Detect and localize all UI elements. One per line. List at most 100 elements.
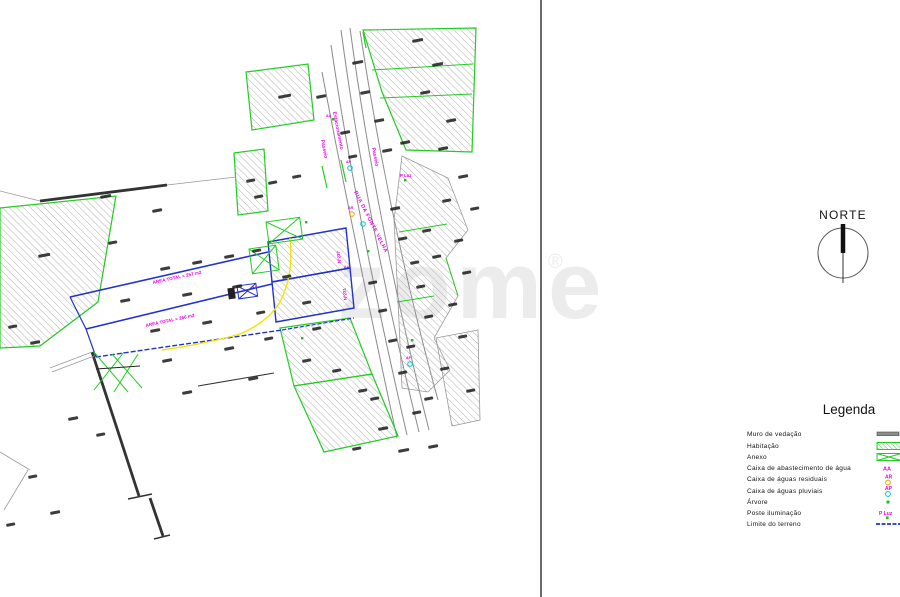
watermark: zome ® [338,232,607,339]
legend-aa-icon: AA [883,467,891,473]
dimension-label-mark [8,324,18,329]
dimension-label-mark [410,260,420,265]
legend-item-muro: Muro de vedação [747,431,802,438]
dimension-label-mark [412,410,422,415]
dimension-label-mark [358,388,368,393]
dimension-label-mark [360,90,371,95]
dimension-label-mark [268,180,278,185]
aa-symbol: AA [252,285,258,289]
dimension-label-mark [96,432,106,437]
dimension-label-mark [332,368,342,373]
legend-title: Legenda [823,402,876,417]
dimension-label-mark [378,426,389,431]
dimension-label-mark [152,208,163,213]
muro-de-vedacao [39,183,275,540]
dimension-label-mark [352,446,362,451]
dimension-label-mark [182,292,193,297]
dimension-label-mark [316,94,327,99]
dimension-label-mark [440,366,450,371]
dimension-label-mark [424,396,434,401]
dimension-label-mark [416,284,426,289]
dimension-label-mark [264,336,274,341]
dimension-label-mark [302,358,312,363]
dimension-label-mark [442,198,452,203]
dimension-label-mark [192,260,203,265]
area-total-266-label: AREA TOTAL = 266 m2 [145,313,195,328]
dimension-label-mark [458,334,468,339]
ap-symbol: AP [406,356,412,360]
dimension-label-mark [28,474,38,479]
dimension-label-mark [470,206,480,211]
anexo-black-line [95,365,141,370]
survey-yellow-line [161,237,292,351]
anexo-structures [93,216,304,393]
dimension-label-mark [302,300,312,305]
dimension-label-mark [352,60,364,65]
dimension-label-mark [246,178,256,183]
dimension-label-mark [438,146,449,151]
legend-ap-icon: AP [885,486,893,492]
dimension-label-mark [312,326,322,331]
aa-symbol: AA [344,265,350,269]
legend-symbols: AA AR AP P Luz [876,431,900,525]
watermark-text: zome [338,232,607,339]
north-compass: NORTE [817,208,869,283]
dimension-label-mark [448,302,458,307]
limite-do-terreno-lines [69,251,355,358]
map-drawing: AA AA AA AR AP AP P Luz Passe [0,27,481,540]
ap-circle-icon [347,165,353,171]
poste-iluminacao-label: P Luz [400,173,412,178]
dimension-label-mark [278,93,292,99]
house-number-231-label: Nº231 [342,287,348,300]
dimension-label-mark [390,206,401,211]
tree-dot-icon [404,179,407,182]
legend-item-caixa-agua: Caixa de abastecimento de água [747,465,851,472]
dimension-label-mark [454,238,464,243]
habitacao-internal-lines [371,63,474,99]
passeio-label-west: Passeio [319,139,328,159]
dimension-label-mark [150,328,161,333]
dimension-label-mark [162,358,173,363]
dimension-label-mark [412,38,424,43]
dimension-label-mark [422,228,432,233]
ar-symbol: AR [348,206,354,210]
dimension-label-mark [340,130,351,135]
dimension-label-mark [406,344,416,349]
dimension-label-mark [398,448,410,453]
ap-circle-icon [360,221,366,227]
dimension-label-mark [370,396,380,401]
thin-boundary-lines [0,176,237,511]
aa-symbol: AA [326,114,332,118]
legend-poste-icon: P Luz [879,511,893,517]
dimension-label-mark [374,118,385,123]
ap-circle-icon [407,361,413,367]
dimension-label-mark [424,314,434,319]
dimension-label-mark [252,248,262,253]
dimension-label-mark [432,62,444,67]
dimension-label-mark [466,388,476,393]
dimension-label-mark [446,118,457,123]
dimension-label-mark [382,148,393,153]
dimension-label-mark [348,154,358,159]
dimension-label-mark [282,274,292,279]
dimension-label-mark [68,416,79,421]
legend-habitacao-hatch-icon [876,442,900,450]
dimension-label-mark [108,240,118,245]
dimension-label-mark [292,174,302,179]
legend-ar-circle-icon [885,479,891,486]
neighbor-parcels-east [393,155,481,427]
legend-panel: Legenda Muro de vedação Habitação Anexo … [747,402,900,528]
road-green-curb-segments [321,31,367,189]
dimension-ticks [6,38,480,527]
dimension-label-mark [388,338,398,343]
legend-anexo-crossed-icon [876,453,900,461]
legend-item-aguas-residuais: Caixa de águas residuais [747,476,828,483]
legend-ar-icon: AR [885,475,893,481]
road-utility-symbols: AA AA AR AP AP P Luz [326,114,413,367]
legend-ap-circle-icon [885,491,891,497]
legend-poste-dot-icon [886,516,889,520]
legend-item-limite: Limite do terreno [747,521,801,528]
dimension-label-mark [378,308,388,313]
